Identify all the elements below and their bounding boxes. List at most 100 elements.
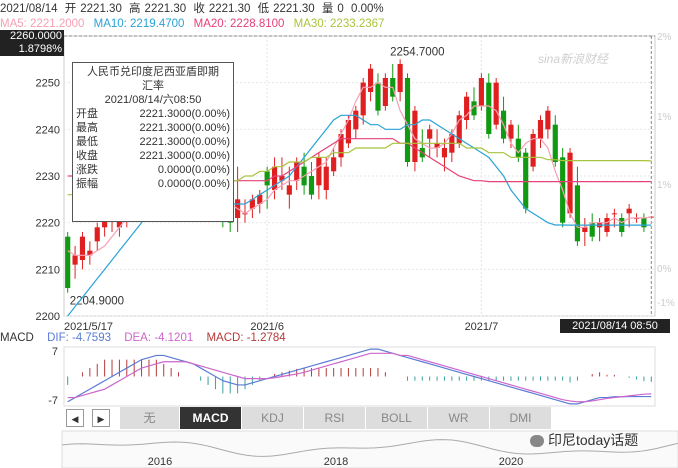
candle-body [331,157,337,172]
x-tick-label: 2021/7 [465,321,499,333]
header-low-label: 低 [257,3,270,15]
scroll-left-button[interactable]: ◀ [66,409,84,427]
candle-body [523,152,529,209]
indicator-macd: MACD: -1.2784 [206,332,286,344]
indicator-dif: DIF: -4.7593 [47,332,111,344]
watermark-logo: sina新浪财经 [537,52,608,66]
candle-body [456,115,462,144]
header-open-label: 开 [64,3,77,15]
y-pct-tick-label: 1% [657,180,672,191]
candle-body [412,110,418,162]
tab-kdj[interactable]: KDJ [242,407,304,429]
candle-body [94,227,100,242]
y-pct-tick-label: 0% [657,264,672,275]
candle-body [537,120,544,139]
candle-body [360,82,366,116]
tooltip-row-label: 涨跌 [76,164,98,176]
candle-body [271,166,278,190]
tooltip-row-value: 0.0000(0.00%) [157,164,230,176]
y-tick-label: 2220 [36,218,60,230]
tooltip-row: 收盘 2221.3000(0.00%) [76,149,230,163]
indicator-name: MACD [0,332,34,344]
x-tick-label: 2021/5/17 [64,321,113,333]
candle-body [316,157,322,186]
tab-macd[interactable]: MACD [180,407,242,429]
wechat-icon [530,435,544,448]
tooltip-row: 最高 2221.3000(0.00%) [76,121,230,135]
candle-body [338,134,344,158]
y-pct-tick-label: 2% [657,32,672,43]
overview-year-label: 2018 [324,456,348,468]
tooltip-title-line1: 人民币兑印度尼西亚盾即期 [87,66,219,78]
tab-rsi[interactable]: RSI [304,407,366,429]
tooltip-row-label: 最低 [76,136,98,148]
header-low: 2221.30 [273,3,315,15]
legend-ma5: MA5: 2221.2000 [0,18,85,30]
overview-strip [61,430,678,468]
macd-frame [63,346,656,407]
tooltip-row-label: 振幅 [76,178,98,190]
candle-body [530,134,536,167]
header-pct: 0.00% [351,3,384,15]
cursor-pct: 1.8798% [18,42,62,55]
min-annotation: 2204.9000 [70,296,124,308]
candle-body [345,120,352,144]
candle-body [574,185,581,242]
candle-body [464,96,470,120]
y-pct-tick-label: -1% [657,298,675,309]
candle-body [552,124,558,162]
tooltip-row: 涨跌 0.0000(0.00%) [76,163,230,177]
candle-body [626,208,632,214]
tooltip-row-value: 0.0000(0.00%) [157,178,230,190]
tooltip-row: 振幅 0.0000(0.00%) [76,177,230,191]
tooltip-row-value: 2221.3000(0.00%) [139,108,230,120]
y-tick-label: 2230 [36,171,60,183]
header-high-label: 高 [129,3,141,15]
tab-boll[interactable]: BOLL [366,407,428,429]
candle-body [508,124,514,139]
tooltip-row-label: 开盘 [76,108,98,120]
header-close-label: 收 [193,3,205,15]
tooltip-row: 开盘 2221.3000(0.00%) [76,107,230,121]
tooltip-row-label: 收盘 [76,150,98,162]
candle-body [72,255,78,265]
tab-dmi[interactable]: DMI [490,407,552,429]
overview-year-label: 2020 [499,456,523,468]
candle-body [545,110,551,130]
y-tick-label: 2210 [36,264,60,276]
dea-line [67,352,652,403]
candle-body [515,138,521,158]
bottom-cursor-label: 2021/08/14 08:50 [560,319,670,333]
tooltip-panel: 人民币兑印度尼西亚盾即期 汇率 2021/08/14/六08:50 开盘 2221… [72,62,234,222]
legend-ma20: MA20: 2228.8100 [193,18,285,30]
scroll-right-button[interactable]: ▶ [92,409,110,427]
y-pct-tick-label: 1% [657,112,672,123]
max-annotation: 2254.7000 [390,46,444,58]
tooltip-row: 最低 2221.3000(0.00%) [76,135,230,149]
candle-body [641,218,647,228]
candle-body [279,176,285,181]
candle-body [478,78,484,106]
header-open: 2221.30 [80,3,122,15]
candle-body [257,194,263,204]
overview-year-label: 2016 [148,456,172,468]
macd-ymin-label: -7 [48,395,58,407]
cursor-value: 2260.0000 [10,30,62,42]
candle-body [434,143,440,148]
candle-body [611,213,617,215]
candle-body [375,82,381,111]
tab-wr[interactable]: WR [428,407,490,429]
candle-body [264,171,270,186]
candle-body [589,222,595,237]
candle-body [79,236,86,260]
candle-body [493,82,499,125]
candle-body [582,227,588,232]
candle-body [294,162,300,181]
ma-legend: MA5: 2221.2000 MA10: 2219.4700 MA20: 222… [0,17,678,32]
candle-body [567,152,573,214]
tab-无[interactable]: 无 [120,407,180,429]
candle-body [102,218,108,228]
candle-body [404,78,411,162]
